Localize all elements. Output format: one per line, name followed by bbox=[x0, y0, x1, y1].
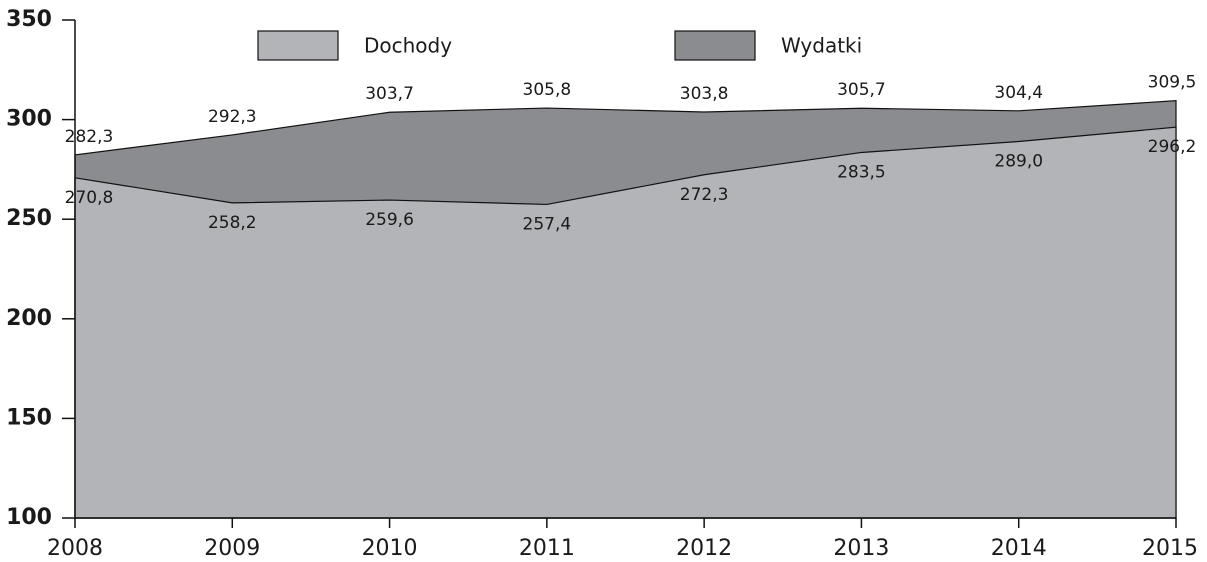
value-label: 303,7 bbox=[365, 84, 414, 104]
legend-label: Dochody bbox=[364, 34, 452, 58]
y-tick-label: 350 bbox=[6, 7, 52, 32]
value-label: 270,8 bbox=[65, 188, 114, 208]
value-label: 258,2 bbox=[208, 213, 257, 233]
y-tick-label: 300 bbox=[6, 107, 52, 132]
value-label: 257,4 bbox=[523, 214, 572, 234]
value-label: 303,8 bbox=[680, 84, 729, 104]
value-label: 283,5 bbox=[837, 162, 886, 182]
legend-swatch bbox=[674, 30, 756, 61]
x-tick-label: 2013 bbox=[833, 536, 889, 561]
x-tick-label: 2012 bbox=[676, 536, 732, 561]
value-label: 259,6 bbox=[365, 210, 414, 230]
x-tick-label: 2015 bbox=[1142, 536, 1198, 561]
value-label: 304,4 bbox=[994, 83, 1043, 103]
x-tick-label: 2010 bbox=[362, 536, 418, 561]
x-tick-label: 2009 bbox=[204, 536, 260, 561]
x-tick-label: 2011 bbox=[519, 536, 575, 561]
value-label: 289,0 bbox=[994, 152, 1043, 172]
legend-label: Wydatki bbox=[781, 34, 862, 58]
value-label: 296,2 bbox=[1148, 137, 1197, 157]
area bbox=[74, 126, 1177, 519]
value-label: 282,3 bbox=[65, 127, 114, 147]
y-tick-label: 150 bbox=[6, 405, 52, 430]
x-tick-label: 2008 bbox=[47, 536, 103, 561]
value-label: 305,7 bbox=[837, 80, 886, 100]
value-label: 292,3 bbox=[208, 107, 257, 127]
y-tick-label: 200 bbox=[6, 306, 52, 331]
legend-swatch bbox=[257, 30, 339, 61]
value-label: 272,3 bbox=[680, 185, 729, 205]
x-tick-label: 2014 bbox=[991, 536, 1047, 561]
y-tick-label: 250 bbox=[6, 206, 52, 231]
value-label: 309,5 bbox=[1148, 73, 1197, 93]
value-label: 305,8 bbox=[523, 80, 572, 100]
y-tick-label: 100 bbox=[6, 505, 52, 530]
